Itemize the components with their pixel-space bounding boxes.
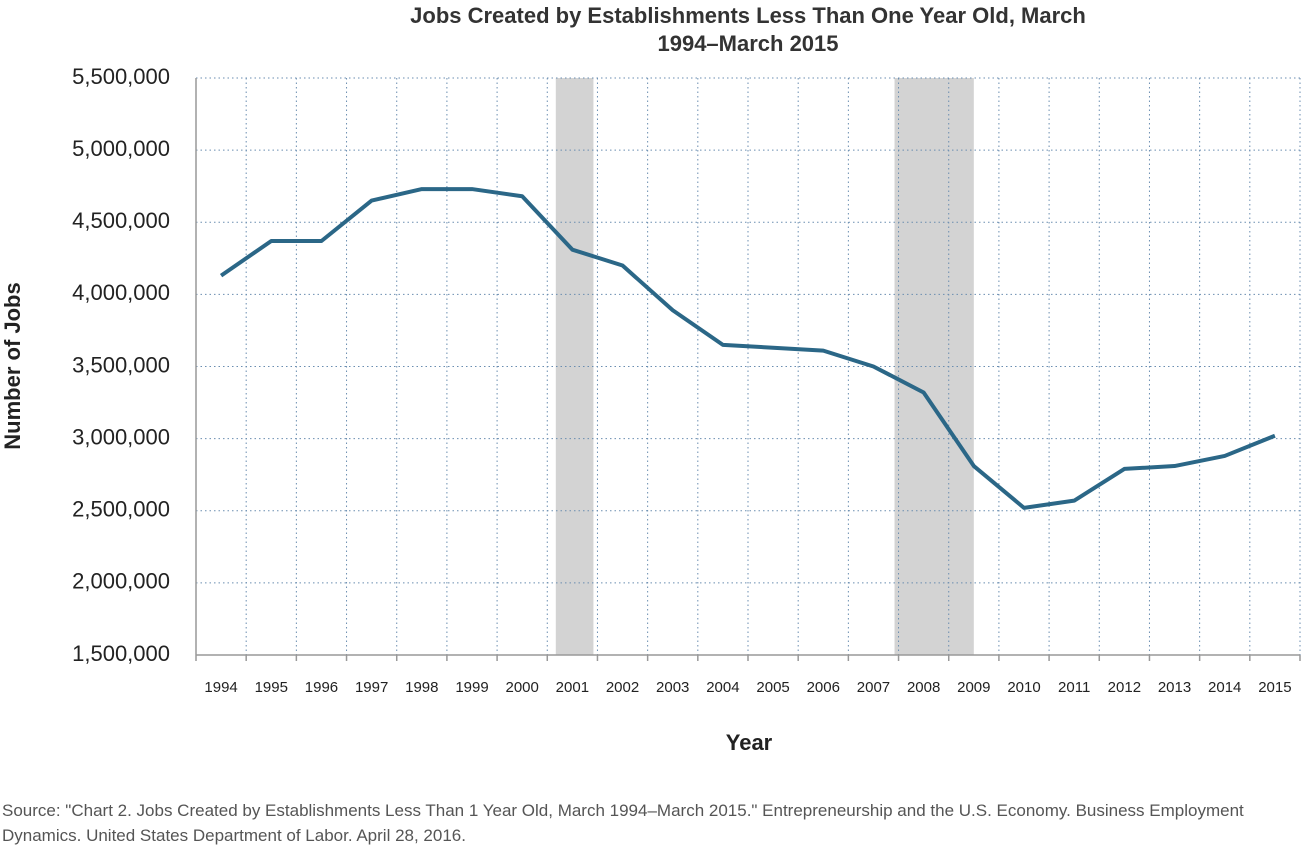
x-axis-label: Year — [726, 730, 773, 755]
y-tick-label: 1,500,000 — [72, 641, 170, 666]
x-tick-label: 2010 — [1007, 679, 1040, 696]
x-tick-label: 2006 — [807, 679, 840, 696]
x-tick-label: 1996 — [305, 679, 338, 696]
x-tick-label: 2013 — [1158, 679, 1191, 696]
x-tick-label: 1994 — [204, 679, 237, 696]
x-tick-label: 2003 — [656, 679, 689, 696]
x-tick-label: 2014 — [1208, 679, 1241, 696]
x-tick-label: 2012 — [1108, 679, 1141, 696]
x-tick-label: 2005 — [756, 679, 789, 696]
x-tick-label: 2002 — [606, 679, 639, 696]
x-tick-label: 2004 — [706, 679, 739, 696]
y-tick-label: 2,000,000 — [72, 569, 170, 594]
chart-title: Jobs Created by Establishments Less Than… — [410, 3, 1086, 56]
y-tick-label: 4,500,000 — [72, 208, 170, 233]
y-tick-label: 3,000,000 — [72, 424, 170, 449]
x-tick-label: 1998 — [405, 679, 438, 696]
data-line — [219, 187, 1276, 510]
y-tick-label: 5,500,000 — [72, 64, 170, 89]
y-tick-label: 5,000,000 — [72, 136, 170, 161]
y-axis-label: Number of Jobs — [0, 282, 25, 449]
source-note: Source: "Chart 2. Jobs Created by Establ… — [2, 801, 1244, 845]
x-tick-label: 2001 — [556, 679, 589, 696]
x-tick-label: 2000 — [505, 679, 538, 696]
x-tick-label: 2008 — [907, 679, 940, 696]
x-tick-label: 2011 — [1058, 679, 1090, 696]
x-tick-label: 1995 — [255, 679, 288, 696]
x-tick-label: 2009 — [957, 679, 990, 696]
x-tick-label: 1999 — [455, 679, 488, 696]
y-tick-label: 4,000,000 — [72, 280, 170, 305]
x-tick-label: 2007 — [857, 679, 890, 696]
x-tick-label: 1997 — [355, 679, 388, 696]
y-tick-label: 2,500,000 — [72, 497, 170, 522]
x-tick-label: 2015 — [1258, 679, 1291, 696]
y-tick-label: 3,500,000 — [72, 352, 170, 377]
